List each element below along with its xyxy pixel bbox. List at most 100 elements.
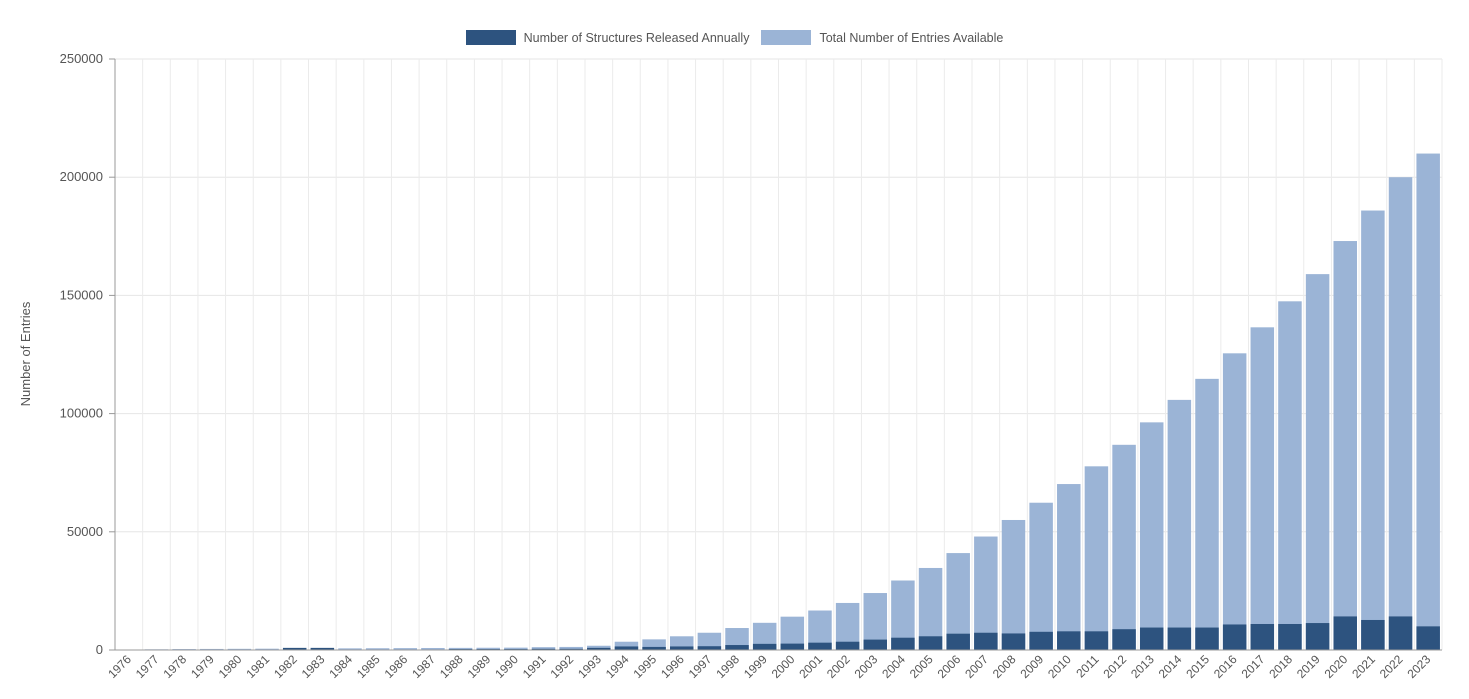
- bar-total[interactable]: [448, 647, 473, 650]
- bar-total[interactable]: [974, 536, 998, 650]
- bar-total[interactable]: [752, 622, 777, 650]
- bar-total[interactable]: [531, 647, 556, 650]
- bar-total[interactable]: [1250, 327, 1275, 650]
- bar-annual[interactable]: [1250, 623, 1275, 650]
- bar-total[interactable]: [1112, 444, 1136, 650]
- bar-annual[interactable]: [1112, 629, 1136, 650]
- bar-annual[interactable]: [559, 648, 583, 650]
- bar-annual[interactable]: [1195, 627, 1219, 650]
- bar-total[interactable]: [1416, 153, 1440, 650]
- x-tick-label: 2009: [1017, 652, 1046, 681]
- legend-label-total: Total Number of Entries Available: [819, 30, 1004, 45]
- bar-total[interactable]: [1167, 399, 1192, 650]
- bar-annual[interactable]: [752, 643, 777, 650]
- bar-annual[interactable]: [1139, 627, 1164, 650]
- x-tick-label: 1985: [354, 652, 383, 681]
- x-tick-label: 1991: [520, 652, 549, 681]
- bar-total[interactable]: [255, 648, 279, 650]
- x-tick-label: 1976: [105, 652, 134, 681]
- x-tick-label: 1977: [133, 652, 162, 681]
- bar-total[interactable]: [1361, 210, 1385, 650]
- bar-annual[interactable]: [310, 647, 335, 650]
- x-tick-label: 1998: [713, 652, 742, 681]
- bar-total[interactable]: [559, 646, 583, 650]
- bar-annual[interactable]: [1305, 623, 1330, 650]
- bar-total[interactable]: [835, 602, 860, 650]
- bar-total[interactable]: [946, 553, 970, 650]
- bar-annual[interactable]: [531, 648, 556, 650]
- bar-total[interactable]: [725, 628, 749, 650]
- bar-total[interactable]: [227, 648, 252, 650]
- x-tick-label: 2006: [935, 652, 964, 681]
- bar-annual[interactable]: [1361, 619, 1385, 650]
- legend-item-total[interactable]: Total Number of Entries Available: [761, 30, 1003, 45]
- x-tick-label: 2012: [1100, 652, 1129, 681]
- bar-total[interactable]: [697, 632, 722, 650]
- bar-total[interactable]: [780, 616, 805, 650]
- bar-total[interactable]: [1139, 422, 1164, 650]
- bar-annual[interactable]: [918, 636, 943, 650]
- legend: Number of Structures Released Annually T…: [0, 30, 1469, 45]
- bar-total[interactable]: [476, 647, 500, 650]
- bar-total[interactable]: [1057, 484, 1081, 650]
- bar-total[interactable]: [1084, 466, 1109, 650]
- bar-total[interactable]: [1333, 241, 1357, 650]
- x-tick-label: 1986: [382, 652, 411, 681]
- x-tick-label: 2007: [962, 652, 991, 681]
- bar-total[interactable]: [200, 648, 224, 650]
- bar-annual[interactable]: [835, 641, 860, 650]
- bar-annual[interactable]: [974, 632, 998, 650]
- x-tick-label: 2020: [1322, 652, 1351, 681]
- bar-total[interactable]: [1305, 274, 1330, 650]
- bar-annual[interactable]: [725, 645, 749, 650]
- x-tick-label: 1995: [630, 652, 659, 681]
- bars-total-series: [117, 153, 1440, 650]
- bar-annual[interactable]: [697, 646, 722, 650]
- bar-annual[interactable]: [780, 643, 805, 650]
- bar-annual[interactable]: [614, 646, 639, 650]
- bar-annual[interactable]: [1333, 616, 1357, 650]
- bar-annual[interactable]: [282, 647, 307, 650]
- legend-item-annual[interactable]: Number of Structures Released Annually: [465, 30, 750, 45]
- bar-total[interactable]: [863, 593, 888, 650]
- bar-total[interactable]: [918, 567, 943, 650]
- bar-total[interactable]: [1029, 502, 1053, 650]
- bar-annual[interactable]: [642, 646, 666, 650]
- x-tick-label: 1990: [492, 652, 521, 681]
- bar-annual[interactable]: [863, 639, 888, 650]
- x-tick-label: 2015: [1183, 652, 1212, 681]
- bar-total[interactable]: [1195, 378, 1219, 650]
- bar-annual[interactable]: [1029, 631, 1053, 650]
- bar-annual[interactable]: [1057, 631, 1081, 650]
- bar-annual[interactable]: [1167, 627, 1192, 650]
- y-tick-labels: 0 50000 100000 150000 200000 250000: [60, 51, 103, 657]
- bar-annual[interactable]: [669, 646, 694, 650]
- bar-annual[interactable]: [1001, 633, 1026, 650]
- bar-total[interactable]: [1001, 519, 1026, 650]
- bar-annual[interactable]: [1388, 616, 1413, 650]
- x-tick-label: 1988: [437, 652, 466, 681]
- bar-total[interactable]: [614, 641, 639, 650]
- x-tick-label: 1993: [575, 652, 604, 681]
- bar-annual[interactable]: [891, 637, 915, 650]
- bar-total[interactable]: [808, 610, 832, 650]
- bar-annual[interactable]: [946, 633, 970, 650]
- bar-total[interactable]: [1222, 353, 1247, 650]
- bar-total[interactable]: [642, 639, 666, 650]
- bar-total[interactable]: [338, 648, 362, 650]
- bar-total[interactable]: [393, 648, 418, 650]
- bar-total[interactable]: [421, 647, 445, 650]
- bar-total[interactable]: [1388, 177, 1413, 650]
- bar-total[interactable]: [891, 580, 915, 650]
- bar-total[interactable]: [504, 647, 528, 650]
- bar-annual[interactable]: [1084, 631, 1109, 650]
- bar-total[interactable]: [1278, 301, 1302, 650]
- bar-total[interactable]: [365, 648, 390, 650]
- bar-annual[interactable]: [1278, 623, 1302, 650]
- bar-annual[interactable]: [1222, 624, 1247, 650]
- bar-annual[interactable]: [808, 642, 832, 650]
- bar-annual[interactable]: [587, 647, 611, 650]
- bar-annual[interactable]: [1416, 626, 1440, 650]
- legend-label-annual: Number of Structures Released Annually: [523, 30, 750, 45]
